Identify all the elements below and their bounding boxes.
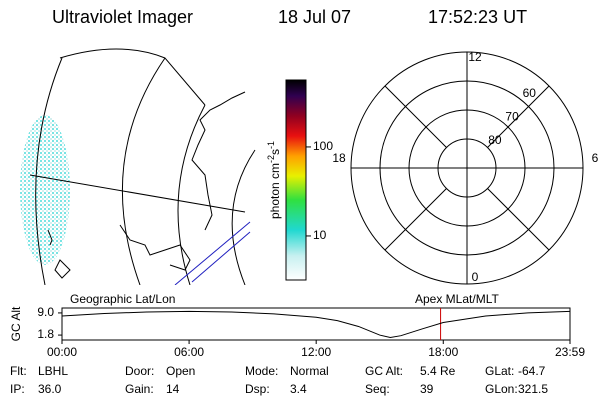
info-label: Gain:	[125, 382, 154, 396]
colorbar-tick-label: 100	[313, 139, 333, 153]
info-label: Mode:	[245, 364, 278, 378]
spoke	[487, 85, 550, 148]
mlt-label: 0	[472, 270, 479, 284]
y-tick-label: 1.8	[37, 327, 54, 341]
y-axis-label: GC Alt	[9, 306, 23, 341]
info-value: 321.5	[518, 382, 548, 396]
mlt-label: 12	[468, 50, 482, 64]
title: Ultraviolet Imager	[52, 7, 193, 27]
info-value: 14	[166, 382, 180, 396]
info-value: LBHL	[38, 364, 68, 378]
time: 17:52:23 UT	[428, 7, 527, 27]
colorbar	[285, 79, 307, 281]
date: 18 Jul 07	[278, 7, 351, 27]
spoke	[487, 188, 550, 251]
colorbar-label: photon cm-2s-1	[266, 141, 282, 219]
info-value: 5.4 Re	[420, 364, 456, 378]
spoke	[384, 85, 447, 148]
info-label: GLon:	[485, 382, 518, 396]
info-label: Flt:	[10, 364, 27, 378]
info-value: Open	[166, 364, 195, 378]
left-label: Geographic Lat/Lon	[70, 292, 175, 306]
info-label: IP:	[10, 382, 25, 396]
info-value: 36.0	[38, 382, 62, 396]
x-tick-label: 00:00	[47, 345, 77, 359]
info-label: GLat:	[485, 364, 514, 378]
mlt-label: 18	[332, 151, 346, 165]
info-value: 3.4	[290, 382, 307, 396]
y-tick-label: 9.0	[37, 305, 54, 319]
info-value: 39	[420, 382, 434, 396]
mlt-label: 6	[592, 151, 599, 165]
info-label: Door:	[125, 364, 154, 378]
info-label: Dsp:	[245, 382, 270, 396]
lat-label: 60	[523, 86, 537, 100]
info-label: Seq:	[365, 382, 390, 396]
timeline: Geographic Lat/Lon Apex MLat/MLT GC Alt 9.0…	[9, 292, 585, 359]
right-label: Apex MLat/MLT	[415, 292, 499, 306]
map	[20, 48, 256, 285]
info-panel: Flt: LBHL Door: Open Mode: Normal GC Alt: 5.4 R…	[10, 364, 548, 396]
x-tick-label: 12:00	[301, 345, 331, 359]
x-tick-label: 06:00	[174, 345, 204, 359]
info-value: -64.7	[518, 364, 546, 378]
lat-label: 70	[505, 109, 519, 123]
spoke	[384, 188, 447, 251]
altitude-curve	[61, 310, 571, 339]
x-tick-label: 23:59	[555, 345, 585, 359]
x-tick-label: 18:00	[428, 345, 458, 359]
info-value: Normal	[290, 364, 329, 378]
info-label: GC Alt:	[365, 364, 403, 378]
colorbar-tick-label: 10	[313, 228, 327, 242]
